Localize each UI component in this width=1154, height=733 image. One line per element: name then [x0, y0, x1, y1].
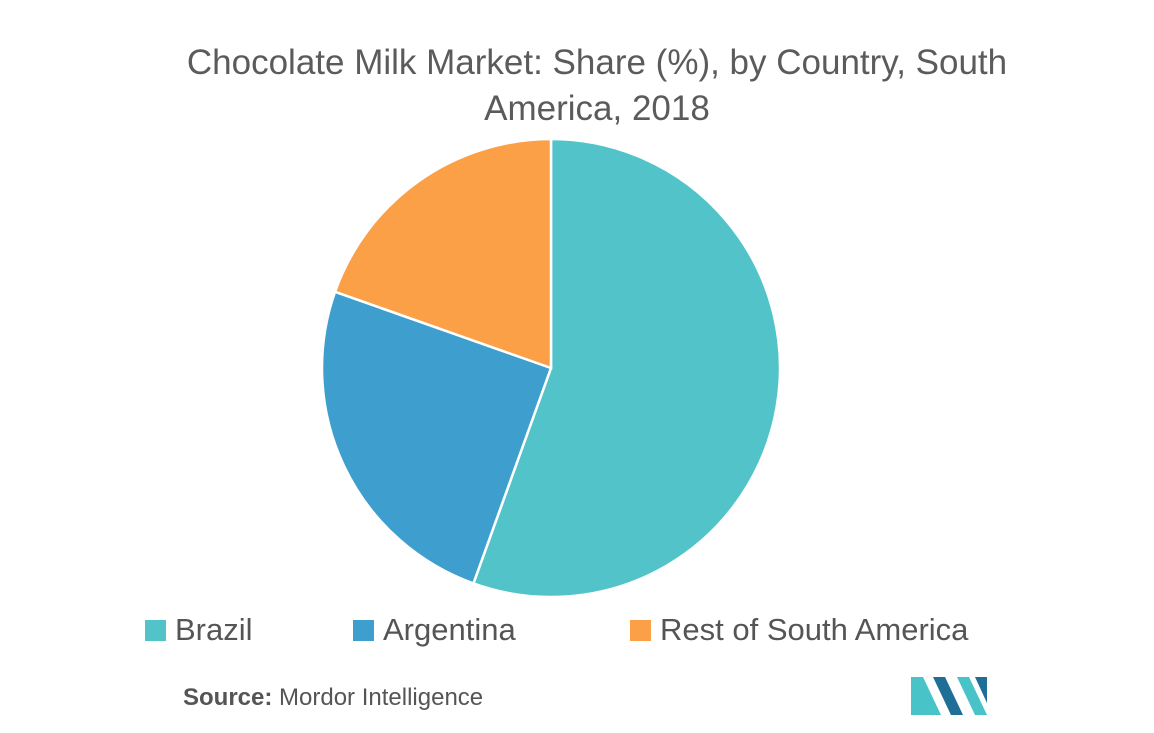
legend-swatch-argentina [353, 619, 374, 641]
legend-label-rest-of-south-america: Rest of South America [660, 612, 969, 647]
mordor-intelligence-logo [911, 677, 987, 715]
chart-title-line-2: America, 2018 [484, 89, 710, 128]
logo-shape-corner [975, 677, 987, 703]
logo-shape-right [957, 677, 987, 715]
legend-item-brazil: Brazil [145, 612, 253, 648]
source-note: Source: Mordor Intelligence [183, 684, 483, 712]
source-text: Mordor Intelligence [279, 684, 484, 711]
source-label: Source: [183, 684, 273, 711]
legend-swatch-rest-of-south-america [630, 619, 651, 641]
legend-item-rest-of-south-america: Rest of South America [630, 612, 968, 648]
logo-shape-middle [933, 677, 963, 715]
chart-legend: Brazil Argentina Rest of South America [0, 612, 1154, 656]
chart-title-line-1: Chocolate Milk Market: Share (%), by Cou… [186, 43, 1008, 82]
legend-swatch-brazil [145, 619, 166, 641]
legend-item-argentina: Argentina [353, 612, 516, 648]
legend-label-brazil: Brazil [175, 612, 253, 647]
legend-label-argentina: Argentina [383, 612, 516, 647]
logo-shape-left [911, 677, 941, 715]
pie-slice-argentina [320, 290, 553, 586]
chart-title: Chocolate Milk Market: Share (%), by Cou… [97, 40, 1097, 132]
pie-slice-rest-of-south-america [333, 137, 553, 370]
pie-slice-brazil [471, 137, 782, 599]
